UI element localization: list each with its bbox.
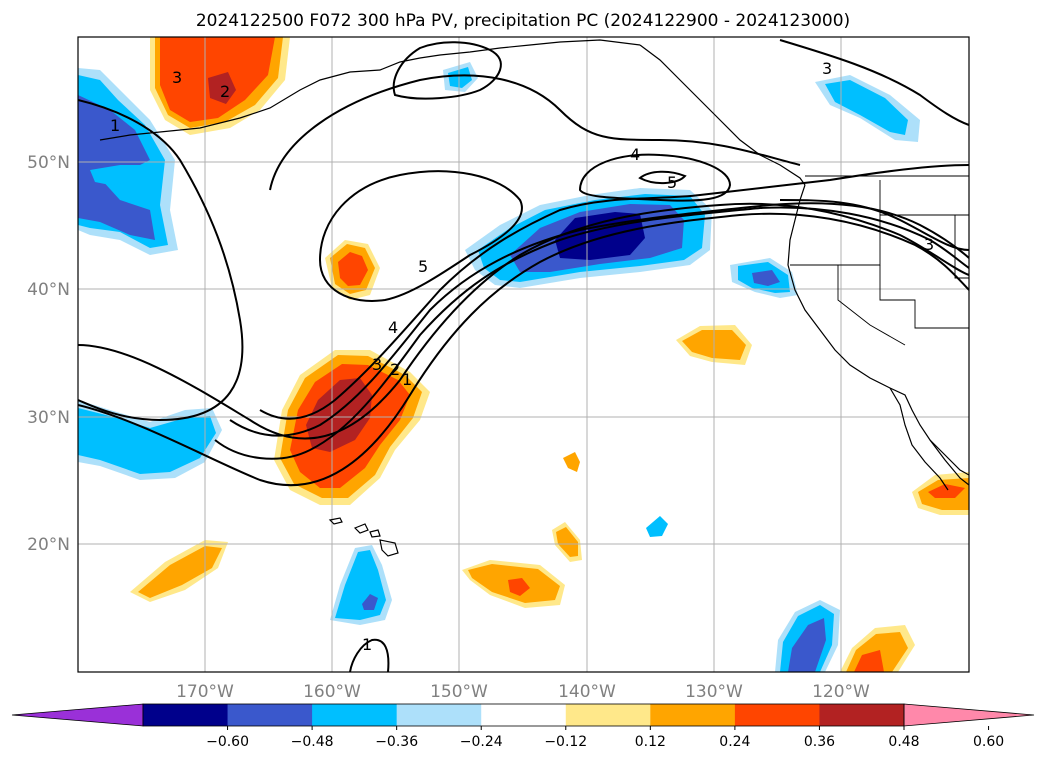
lat-label-30n: 30°N bbox=[27, 408, 70, 428]
contour-3-ne bbox=[779, 199, 969, 251]
coast-aleutians bbox=[99, 39, 641, 141]
lat-label-20n: 20°N bbox=[27, 535, 70, 555]
contour-label-1: 1 bbox=[110, 116, 120, 135]
contour-label-3d: 3 bbox=[924, 235, 934, 254]
contour-5-main bbox=[259, 164, 969, 420]
coastlines bbox=[99, 39, 969, 557]
contour-4-big-loop bbox=[269, 74, 801, 191]
lon-label-160w: 160°W bbox=[303, 682, 361, 702]
colorbar-segment bbox=[312, 704, 398, 726]
contour-label-4a: 4 bbox=[388, 318, 398, 337]
shade-blob-124w-dark bbox=[788, 618, 826, 672]
contour-bottom-1 bbox=[349, 638, 390, 672]
contour-label-2: 2 bbox=[220, 82, 230, 101]
lon-labels: 170°W 160°W 150°W 140°W 130°W 120°W bbox=[176, 682, 870, 702]
colorbar-tick-label: 0.12 bbox=[635, 734, 666, 750]
shade-blob-hawaii-dark bbox=[362, 594, 378, 610]
figure-title: 2024122500 F072 300 hPa PV, precipitatio… bbox=[196, 11, 850, 31]
contour-label-1c: 1 bbox=[362, 635, 372, 654]
colorbar-segment bbox=[565, 704, 651, 726]
colorbar-tick-label: −0.60 bbox=[206, 734, 249, 750]
coast-hawaii-4 bbox=[369, 529, 381, 538]
colorbar-tick-label: −0.36 bbox=[375, 734, 418, 750]
colorbar-segment bbox=[481, 704, 567, 726]
contour-4-inner bbox=[578, 153, 732, 202]
contour-label-3b: 3 bbox=[372, 355, 382, 374]
contour-4 bbox=[229, 202, 969, 437]
contour-3-north bbox=[779, 39, 969, 126]
colorbar-tick-label: −0.24 bbox=[460, 734, 503, 750]
lon-label-170w: 170°W bbox=[176, 682, 234, 702]
contour-5-small bbox=[638, 170, 687, 184]
shade-blob-112w-red bbox=[928, 484, 965, 498]
contour-3 bbox=[214, 206, 969, 460]
pv-contours bbox=[78, 39, 969, 672]
lat-labels: 50°N 40°N 30°N 20°N bbox=[27, 153, 70, 555]
contour-label-3c: 3 bbox=[822, 59, 832, 78]
shade-blob-small-n-in bbox=[448, 67, 472, 88]
political-borders bbox=[790, 175, 969, 346]
colorbar-segment bbox=[227, 704, 313, 726]
colorbar-segment bbox=[734, 704, 820, 726]
shade-blob-top-dark bbox=[208, 72, 236, 104]
contour-2 bbox=[78, 212, 969, 487]
shade-blob-ne-mid bbox=[825, 80, 908, 135]
colorbar-segment bbox=[143, 704, 229, 726]
shade-blob-ca-dark bbox=[752, 270, 780, 286]
lon-label-140w: 140°W bbox=[558, 682, 616, 702]
shade-blob-173w-orange bbox=[138, 546, 222, 598]
colorbar-extend-high bbox=[903, 703, 1035, 727]
map-area: 1 3 2 5 4 5 4 3 2 1 3 3 1 bbox=[78, 37, 969, 672]
colorbar-segment bbox=[650, 704, 736, 726]
contour-outer-1 bbox=[78, 99, 244, 422]
coast-baja bbox=[889, 387, 949, 491]
colorbar: −0.60 −0.48 −0.36 −0.24 −0.12 0.12 0.24 0.36 0.4… bbox=[11, 703, 1035, 750]
shade-blob-118w-red bbox=[854, 650, 884, 672]
lon-label-150w: 150°W bbox=[430, 682, 488, 702]
coast-hawaii-1 bbox=[328, 517, 343, 525]
contour-label-3: 3 bbox=[172, 68, 182, 87]
colorbar-tick-label: −0.12 bbox=[544, 734, 587, 750]
shade-blob-145w-red bbox=[508, 578, 530, 596]
coast-hawaii-3 bbox=[379, 539, 399, 557]
colorbar-frame bbox=[142, 703, 905, 727]
coast-hawaii-2 bbox=[353, 523, 369, 534]
shade-blob-nw-cyan-in bbox=[90, 165, 150, 185]
contour-5-loop bbox=[318, 170, 523, 302]
contour-label-4b: 4 bbox=[630, 145, 640, 164]
coast-alaska-panhandle bbox=[639, 44, 806, 186]
contour-label-5a: 5 bbox=[418, 257, 428, 276]
colorbar-segment bbox=[819, 704, 905, 726]
colorbar-tick-label: 0.48 bbox=[888, 734, 919, 750]
shade-blob-w30-mid bbox=[78, 408, 216, 474]
contour-labels: 1 3 2 5 4 5 4 3 2 1 3 3 1 bbox=[110, 59, 934, 654]
colorbar-extend-low bbox=[11, 703, 144, 727]
lat-label-50n: 50°N bbox=[27, 153, 70, 173]
contour-label-5b: 5 bbox=[667, 173, 677, 192]
gridlines bbox=[78, 37, 969, 672]
colorbar-tick-label: 0.60 bbox=[973, 734, 1004, 750]
colorbar-segment bbox=[396, 704, 482, 726]
shade-blob-160w42-red bbox=[338, 252, 368, 286]
coast-mexico bbox=[929, 439, 969, 476]
colorbar-tick-label: 0.24 bbox=[719, 734, 750, 750]
shade-blob-141w21 bbox=[556, 527, 578, 557]
lon-label-130w: 130°W bbox=[685, 682, 743, 702]
lat-label-40n: 40°N bbox=[27, 280, 70, 300]
map-frame bbox=[77, 36, 970, 673]
contour-label-1b: 1 bbox=[402, 370, 412, 389]
colorbar-tick-label: −0.48 bbox=[291, 734, 334, 750]
contour-label-2b: 2 bbox=[390, 360, 400, 379]
contour-north-loop bbox=[392, 41, 502, 100]
shade-blob-142w26 bbox=[563, 452, 580, 472]
shade-blob-135w21 bbox=[646, 516, 668, 537]
colorbar-tick-label: 0.36 bbox=[804, 734, 835, 750]
lon-label-120w: 120°W bbox=[812, 682, 870, 702]
